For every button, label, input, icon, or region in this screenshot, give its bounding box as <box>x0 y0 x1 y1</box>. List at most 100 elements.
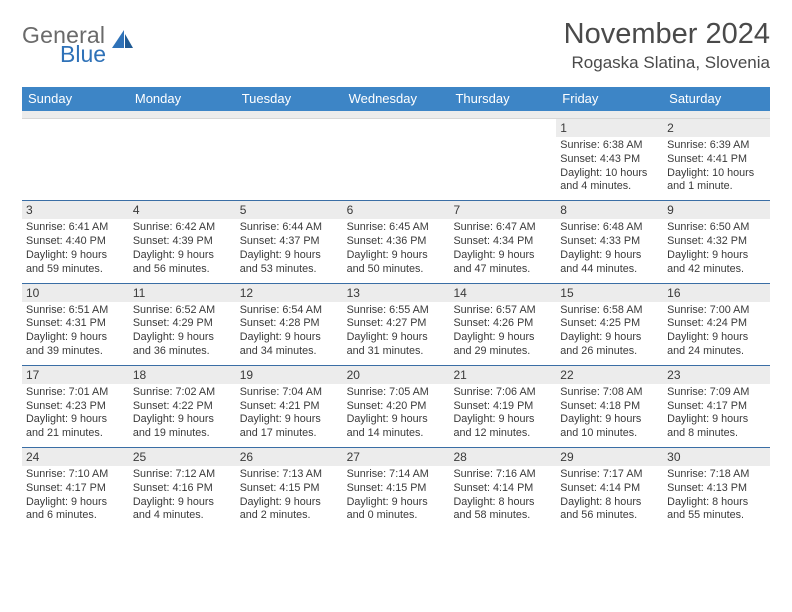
day-body: Sunrise: 6:38 AMSunset: 4:43 PMDaylight:… <box>556 137 663 200</box>
day-cell: 16Sunrise: 7:00 AMSunset: 4:24 PMDayligh… <box>663 284 770 365</box>
day-sunrise: Sunrise: 6:41 AM <box>26 221 125 235</box>
day-day2: and 56 minutes. <box>133 263 232 277</box>
day-cell: 15Sunrise: 6:58 AMSunset: 4:25 PMDayligh… <box>556 284 663 365</box>
weekday-header: Friday <box>556 87 663 111</box>
day-sunset: Sunset: 4:26 PM <box>453 317 552 331</box>
day-day1: Daylight: 9 hours <box>133 413 232 427</box>
day-day2: and 36 minutes. <box>133 345 232 359</box>
weekday-header: Tuesday <box>236 87 343 111</box>
day-body: Sunrise: 6:57 AMSunset: 4:26 PMDaylight:… <box>449 302 556 365</box>
day-sunset: Sunset: 4:14 PM <box>560 482 659 496</box>
day-cell: 27Sunrise: 7:14 AMSunset: 4:15 PMDayligh… <box>343 448 450 529</box>
day-sunset: Sunset: 4:31 PM <box>26 317 125 331</box>
day-cell: 10Sunrise: 6:51 AMSunset: 4:31 PMDayligh… <box>22 284 129 365</box>
day-sunrise: Sunrise: 6:44 AM <box>240 221 339 235</box>
month-title: November 2024 <box>564 18 770 51</box>
day-number: 17 <box>22 366 129 384</box>
day-day1: Daylight: 9 hours <box>453 249 552 263</box>
day-cell: 19Sunrise: 7:04 AMSunset: 4:21 PMDayligh… <box>236 366 343 447</box>
day-sunrise: Sunrise: 6:45 AM <box>347 221 446 235</box>
day-sunset: Sunset: 4:23 PM <box>26 400 125 414</box>
calendar-page: General Blue November 2024 Rogaska Slati… <box>0 0 792 529</box>
day-sunrise: Sunrise: 7:14 AM <box>347 468 446 482</box>
day-body: Sunrise: 6:55 AMSunset: 4:27 PMDaylight:… <box>343 302 450 365</box>
weekday-header: Sunday <box>22 87 129 111</box>
day-sunset: Sunset: 4:41 PM <box>667 153 766 167</box>
day-number: 21 <box>449 366 556 384</box>
day-sunset: Sunset: 4:32 PM <box>667 235 766 249</box>
day-cell: 8Sunrise: 6:48 AMSunset: 4:33 PMDaylight… <box>556 201 663 282</box>
day-number: 16 <box>663 284 770 302</box>
day-cell-empty <box>129 119 236 200</box>
calendar: Sunday Monday Tuesday Wednesday Thursday… <box>22 87 770 529</box>
day-cell: 13Sunrise: 6:55 AMSunset: 4:27 PMDayligh… <box>343 284 450 365</box>
day-body: Sunrise: 7:08 AMSunset: 4:18 PMDaylight:… <box>556 384 663 447</box>
day-body: Sunrise: 6:39 AMSunset: 4:41 PMDaylight:… <box>663 137 770 200</box>
day-day2: and 6 minutes. <box>26 509 125 523</box>
day-day1: Daylight: 9 hours <box>560 413 659 427</box>
day-day2: and 24 minutes. <box>667 345 766 359</box>
day-day2: and 8 minutes. <box>667 427 766 441</box>
day-number: 29 <box>556 448 663 466</box>
day-day2: and 4 minutes. <box>133 509 232 523</box>
day-cell-empty <box>343 119 450 200</box>
day-body: Sunrise: 7:00 AMSunset: 4:24 PMDaylight:… <box>663 302 770 365</box>
day-number: 12 <box>236 284 343 302</box>
day-day1: Daylight: 9 hours <box>667 249 766 263</box>
day-day1: Daylight: 9 hours <box>347 413 446 427</box>
day-number: 11 <box>129 284 236 302</box>
day-day1: Daylight: 9 hours <box>560 249 659 263</box>
day-day1: Daylight: 9 hours <box>133 331 232 345</box>
day-day1: Daylight: 9 hours <box>453 413 552 427</box>
day-sunrise: Sunrise: 6:54 AM <box>240 304 339 318</box>
title-block: November 2024 Rogaska Slatina, Slovenia <box>564 18 770 73</box>
day-body: Sunrise: 7:10 AMSunset: 4:17 PMDaylight:… <box>22 466 129 529</box>
day-body: Sunrise: 6:48 AMSunset: 4:33 PMDaylight:… <box>556 219 663 282</box>
day-body: Sunrise: 7:09 AMSunset: 4:17 PMDaylight:… <box>663 384 770 447</box>
week-row: 17Sunrise: 7:01 AMSunset: 4:23 PMDayligh… <box>22 365 770 447</box>
day-sunrise: Sunrise: 6:55 AM <box>347 304 446 318</box>
day-sunrise: Sunrise: 7:13 AM <box>240 468 339 482</box>
day-sunset: Sunset: 4:15 PM <box>347 482 446 496</box>
week-row: 1Sunrise: 6:38 AMSunset: 4:43 PMDaylight… <box>22 119 770 200</box>
day-number: 1 <box>556 119 663 137</box>
day-cell: 24Sunrise: 7:10 AMSunset: 4:17 PMDayligh… <box>22 448 129 529</box>
day-sunset: Sunset: 4:37 PM <box>240 235 339 249</box>
day-cell: 4Sunrise: 6:42 AMSunset: 4:39 PMDaylight… <box>129 201 236 282</box>
day-body: Sunrise: 6:44 AMSunset: 4:37 PMDaylight:… <box>236 219 343 282</box>
day-day2: and 21 minutes. <box>26 427 125 441</box>
week-row: 10Sunrise: 6:51 AMSunset: 4:31 PMDayligh… <box>22 283 770 365</box>
day-sunrise: Sunrise: 7:01 AM <box>26 386 125 400</box>
day-day2: and 12 minutes. <box>453 427 552 441</box>
weekday-header: Wednesday <box>343 87 450 111</box>
day-sunset: Sunset: 4:24 PM <box>667 317 766 331</box>
day-cell: 22Sunrise: 7:08 AMSunset: 4:18 PMDayligh… <box>556 366 663 447</box>
day-sunrise: Sunrise: 6:51 AM <box>26 304 125 318</box>
day-day1: Daylight: 9 hours <box>347 249 446 263</box>
day-body: Sunrise: 7:14 AMSunset: 4:15 PMDaylight:… <box>343 466 450 529</box>
day-day1: Daylight: 9 hours <box>26 496 125 510</box>
day-day1: Daylight: 9 hours <box>240 413 339 427</box>
day-day2: and 47 minutes. <box>453 263 552 277</box>
day-sunrise: Sunrise: 7:09 AM <box>667 386 766 400</box>
day-number: 26 <box>236 448 343 466</box>
day-body: Sunrise: 7:01 AMSunset: 4:23 PMDaylight:… <box>22 384 129 447</box>
day-sunrise: Sunrise: 7:02 AM <box>133 386 232 400</box>
day-sunset: Sunset: 4:33 PM <box>560 235 659 249</box>
day-day2: and 19 minutes. <box>133 427 232 441</box>
day-sunrise: Sunrise: 7:00 AM <box>667 304 766 318</box>
day-sunrise: Sunrise: 6:39 AM <box>667 139 766 153</box>
day-sunrise: Sunrise: 6:52 AM <box>133 304 232 318</box>
day-cell: 5Sunrise: 6:44 AMSunset: 4:37 PMDaylight… <box>236 201 343 282</box>
day-body: Sunrise: 6:50 AMSunset: 4:32 PMDaylight:… <box>663 219 770 282</box>
day-day2: and 39 minutes. <box>26 345 125 359</box>
day-day2: and 17 minutes. <box>240 427 339 441</box>
day-sunset: Sunset: 4:17 PM <box>26 482 125 496</box>
day-cell: 7Sunrise: 6:47 AMSunset: 4:34 PMDaylight… <box>449 201 556 282</box>
day-number: 3 <box>22 201 129 219</box>
day-body: Sunrise: 6:41 AMSunset: 4:40 PMDaylight:… <box>22 219 129 282</box>
day-body: Sunrise: 6:52 AMSunset: 4:29 PMDaylight:… <box>129 302 236 365</box>
day-body: Sunrise: 7:18 AMSunset: 4:13 PMDaylight:… <box>663 466 770 529</box>
day-day2: and 53 minutes. <box>240 263 339 277</box>
day-sunrise: Sunrise: 7:06 AM <box>453 386 552 400</box>
